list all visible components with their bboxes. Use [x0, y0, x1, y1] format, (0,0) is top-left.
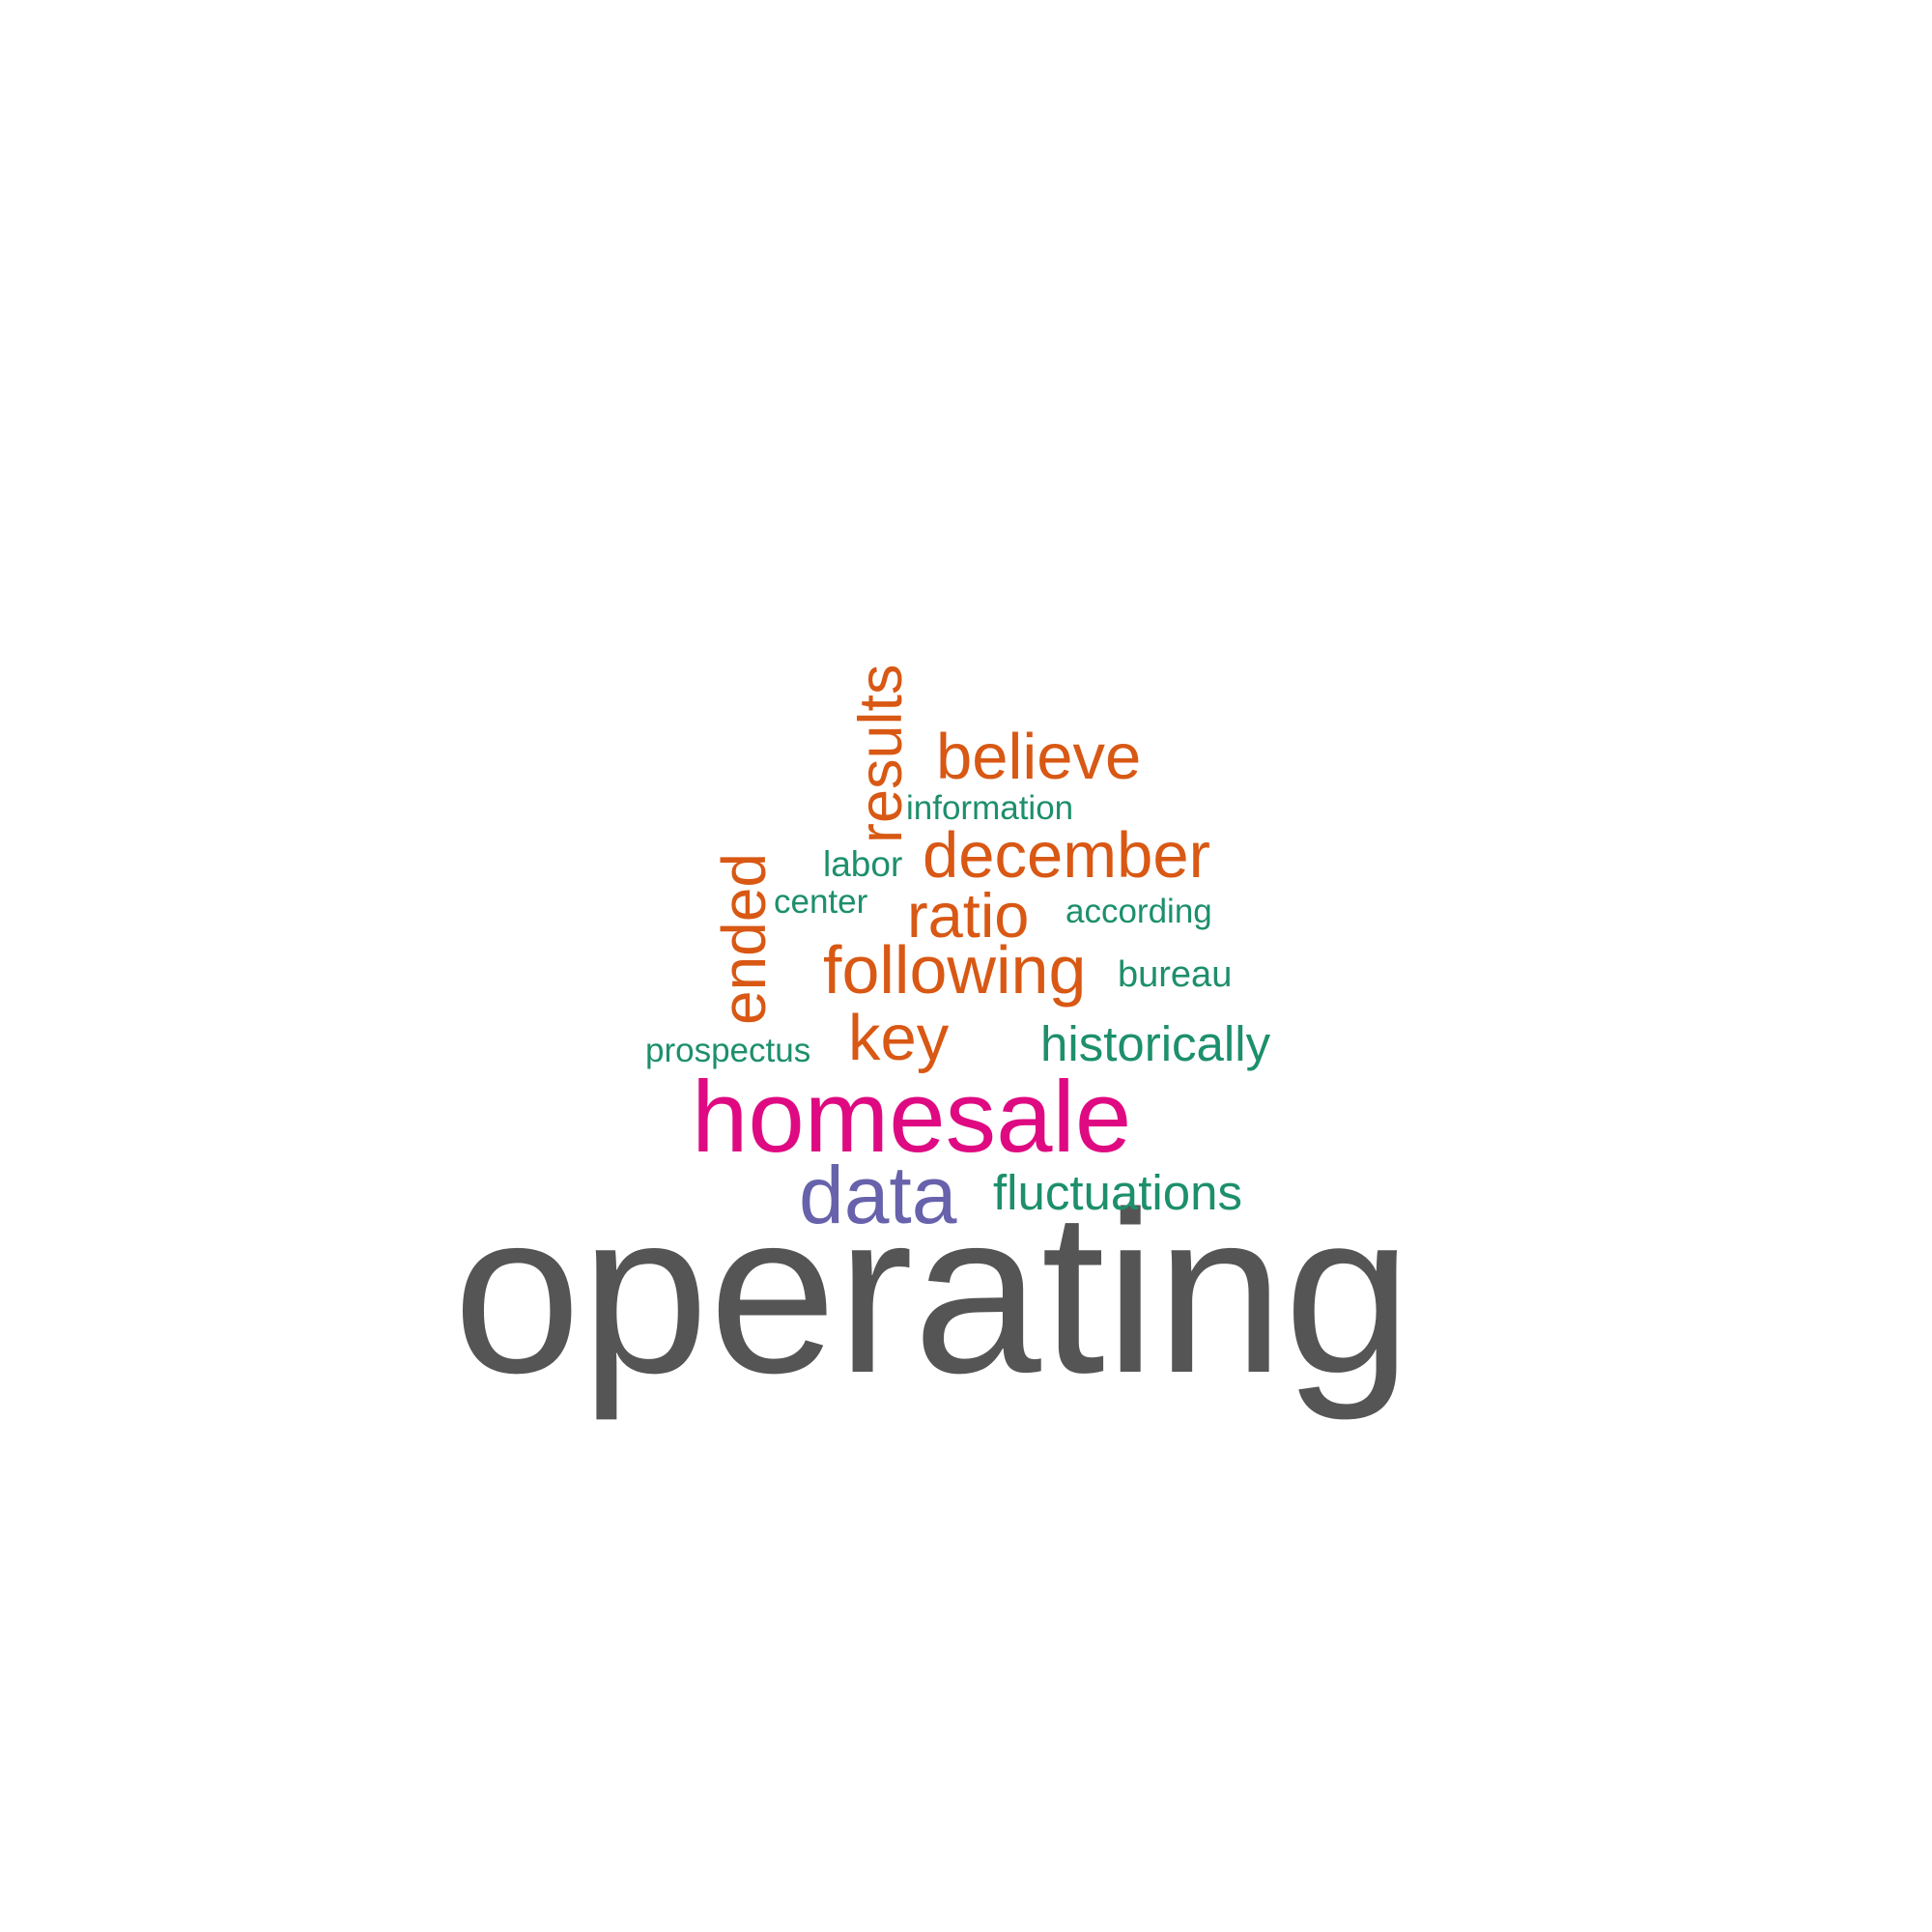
word-homesale: homesale	[692, 1061, 1132, 1174]
word-prospectus: prospectus	[645, 1032, 811, 1069]
word-ended: ended	[709, 853, 779, 1025]
word-december: december	[923, 819, 1210, 892]
word-ratio: ratio	[907, 880, 1030, 951]
word-fluctuations: fluctuations	[993, 1165, 1242, 1220]
word-according: according	[1065, 893, 1212, 930]
word-data: data	[799, 1150, 957, 1240]
word-results: results	[847, 664, 915, 843]
word-following: following	[823, 932, 1087, 1008]
word-center: center	[774, 883, 868, 921]
word-believe: believe	[936, 721, 1142, 793]
word-key: key	[848, 1002, 950, 1074]
word-bureau: bureau	[1118, 954, 1233, 995]
word-historically: historically	[1040, 1016, 1271, 1071]
word-information: information	[906, 789, 1074, 827]
word-operating: operating	[453, 1165, 1412, 1421]
word-labor: labor	[823, 844, 903, 884]
